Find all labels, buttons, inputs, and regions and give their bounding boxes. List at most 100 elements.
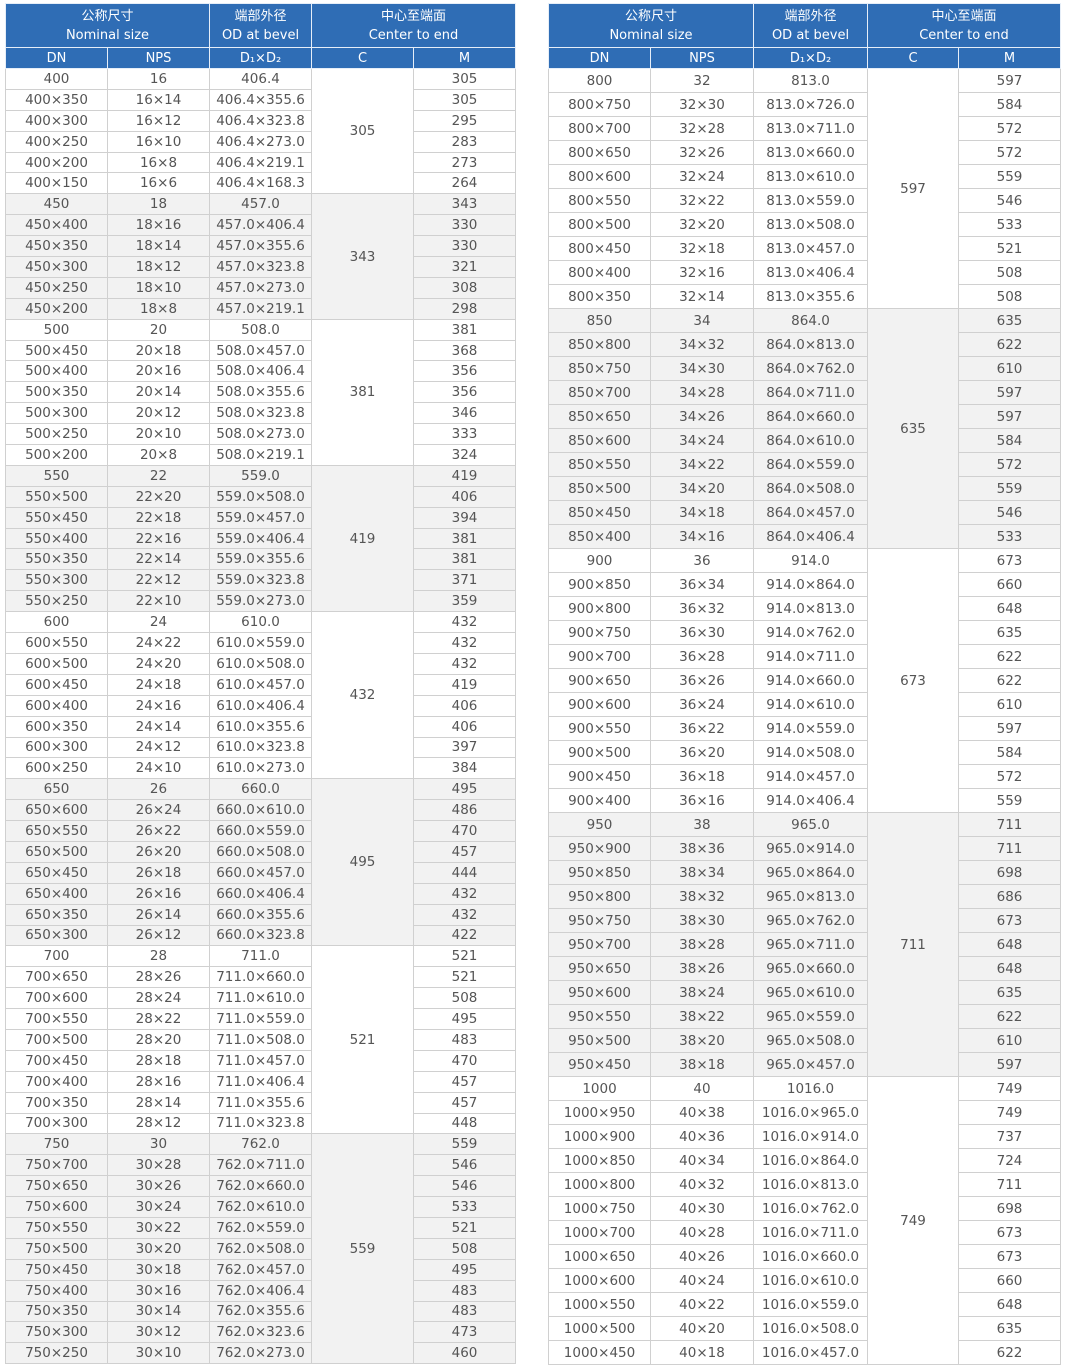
nps-cell: 26×20 (107, 840, 210, 863)
m-cell: 622 (958, 332, 1061, 357)
nps-cell: 16 (107, 68, 210, 90)
table-row: 900×800 36×32 914.0×813.0 648 (548, 596, 1061, 621)
nps-cell: 20 (107, 318, 210, 341)
m-cell: 673 (958, 1220, 1061, 1245)
nps-cell: 32×30 (650, 92, 754, 117)
nps-cell: 40×24 (650, 1268, 754, 1293)
table-row: 950×600 38×24 965.0×610.0 635 (548, 980, 1061, 1005)
d1xd2-cell: 406.4×323.8 (209, 109, 312, 132)
dn-cell: 600×550 (5, 632, 108, 654)
m-cell: 559 (958, 164, 1061, 189)
dn-cell: 950×850 (548, 860, 651, 885)
table-row: 1000×950 40×38 1016.0×965.0 749 (548, 1100, 1061, 1125)
table-row: 700×300 28×12 711.0×323.8 448 (5, 1112, 516, 1135)
d1xd2-cell: 762.0×273.0 (209, 1342, 312, 1365)
d1xd2-cell: 508.0×406.4 (209, 360, 312, 383)
dn-cell: 450×350 (5, 235, 108, 258)
m-cell: 610 (958, 692, 1061, 717)
nps-cell: 20×18 (107, 339, 210, 362)
d1xd2-cell: 610.0 (209, 611, 312, 634)
nominal-size-en: Nominal size (609, 27, 693, 43)
nps-cell: 36×18 (650, 764, 754, 789)
nps-cell: 24×12 (107, 736, 210, 759)
d1xd2-cell: 610.0×457.0 (209, 673, 312, 696)
m-cell: 698 (958, 860, 1061, 885)
nps-cell: 34×30 (650, 356, 754, 381)
dn-cell: 900×850 (548, 572, 651, 597)
table-row: 550×250 22×10 559.0×273.0 359 (5, 590, 516, 613)
table-row: 950×850 38×34 965.0×864.0 698 (548, 860, 1061, 885)
table-row: 850×650 34×26 864.0×660.0 597 (548, 404, 1061, 429)
d1xd2-cell: 864.0×559.0 (753, 452, 868, 477)
nps-cell: 26×14 (107, 903, 210, 926)
m-cell: 584 (958, 428, 1061, 453)
c-cell: 635 (867, 308, 959, 549)
table-row: 550×300 22×12 559.0×323.8 371 (5, 569, 516, 592)
table-row: 900×750 36×30 914.0×762.0 635 (548, 620, 1061, 645)
nps-cell: 30×10 (107, 1342, 210, 1365)
d1xd2-cell: 813.0×660.0 (753, 140, 868, 165)
d1xd2-cell: 914.0×406.4 (753, 788, 868, 813)
m-header: M (413, 47, 516, 69)
m-cell: 444 (413, 861, 516, 884)
m-cell: 321 (413, 256, 516, 278)
nps-cell: 28×26 (107, 966, 210, 989)
m-cell: 508 (958, 284, 1061, 309)
m-cell: 622 (958, 1340, 1061, 1365)
m-cell: 432 (413, 611, 516, 634)
c-cell: 597 (867, 68, 959, 309)
dn-cell: 550×250 (5, 590, 108, 613)
dn-cell: 950×800 (548, 884, 651, 909)
dn-cell: 1000×950 (548, 1100, 651, 1125)
nps-cell: 38×30 (650, 908, 754, 933)
table-row: 600×250 24×10 610.0×273.0 384 (5, 757, 516, 780)
cte-en: Center to end (919, 27, 1009, 43)
m-cell: 749 (958, 1100, 1061, 1125)
nps-cell: 40×20 (650, 1316, 754, 1341)
table-row: 750×250 30×10 762.0×273.0 460 (5, 1342, 516, 1365)
nps-cell: 40×28 (650, 1220, 754, 1245)
dn-cell: 950 (548, 812, 651, 837)
dn-cell: 1000×700 (548, 1220, 651, 1245)
d1xd2-cell: 508.0×273.0 (209, 423, 312, 446)
table-row: 900×400 36×16 914.0×406.4 559 (548, 788, 1061, 813)
nps-cell: 36×32 (650, 596, 754, 621)
dn-cell: 550×500 (5, 485, 108, 508)
d1xd2-cell: 559.0×508.0 (209, 485, 312, 508)
nps-cell: 40×38 (650, 1100, 754, 1125)
d1xd2-cell: 508.0 (209, 318, 312, 341)
nps-cell: 32×18 (650, 236, 754, 261)
m-cell: 673 (958, 1244, 1061, 1269)
table-row: 950×450 38×18 965.0×457.0 597 (548, 1052, 1061, 1077)
table-row: 700×450 28×18 711.0×457.0 470 (5, 1049, 516, 1072)
m-cell: 460 (413, 1342, 516, 1365)
nps-cell: 36×28 (650, 644, 754, 669)
d1xd2-cell: 457.0×323.8 (209, 256, 312, 278)
d1xd2-cell: 864.0×457.0 (753, 500, 868, 525)
d1xd2-cell: 813.0 (753, 68, 868, 93)
dn-cell: 450 (5, 193, 108, 216)
dn-cell: 700×600 (5, 987, 108, 1010)
nps-cell: 40×30 (650, 1196, 754, 1221)
d1xd2-cell: 711.0×508.0 (209, 1028, 312, 1051)
m-cell: 521 (413, 945, 516, 968)
dn-cell: 750×650 (5, 1175, 108, 1198)
m-cell: 384 (413, 757, 516, 780)
table-row: 800×650 32×26 813.0×660.0 572 (548, 140, 1061, 165)
d1xd2-cell: 610.0×508.0 (209, 652, 312, 675)
m-cell: 546 (958, 500, 1061, 525)
d1xd2-header: D₁×D₂ (209, 47, 312, 69)
m-cell: 495 (413, 1258, 516, 1281)
od-en: OD at bevel (221, 27, 300, 43)
d1xd2-cell: 965.0×711.0 (753, 932, 868, 957)
dn-cell: 800×450 (548, 236, 651, 261)
d1xd2-cell: 914.0×660.0 (753, 668, 868, 693)
d1xd2-cell: 1016.0×864.0 (753, 1148, 868, 1173)
od-cn: 端部外径 (784, 8, 837, 24)
nps-cell: 30×12 (107, 1321, 210, 1344)
table-row: 450×200 18×8 457.0×219.1 298 (5, 297, 516, 320)
nps-cell: 30×18 (107, 1258, 210, 1281)
d1xd2-header: D₁×D₂ (753, 47, 868, 69)
dn-cell: 750×500 (5, 1237, 108, 1260)
m-cell: 584 (958, 92, 1061, 117)
